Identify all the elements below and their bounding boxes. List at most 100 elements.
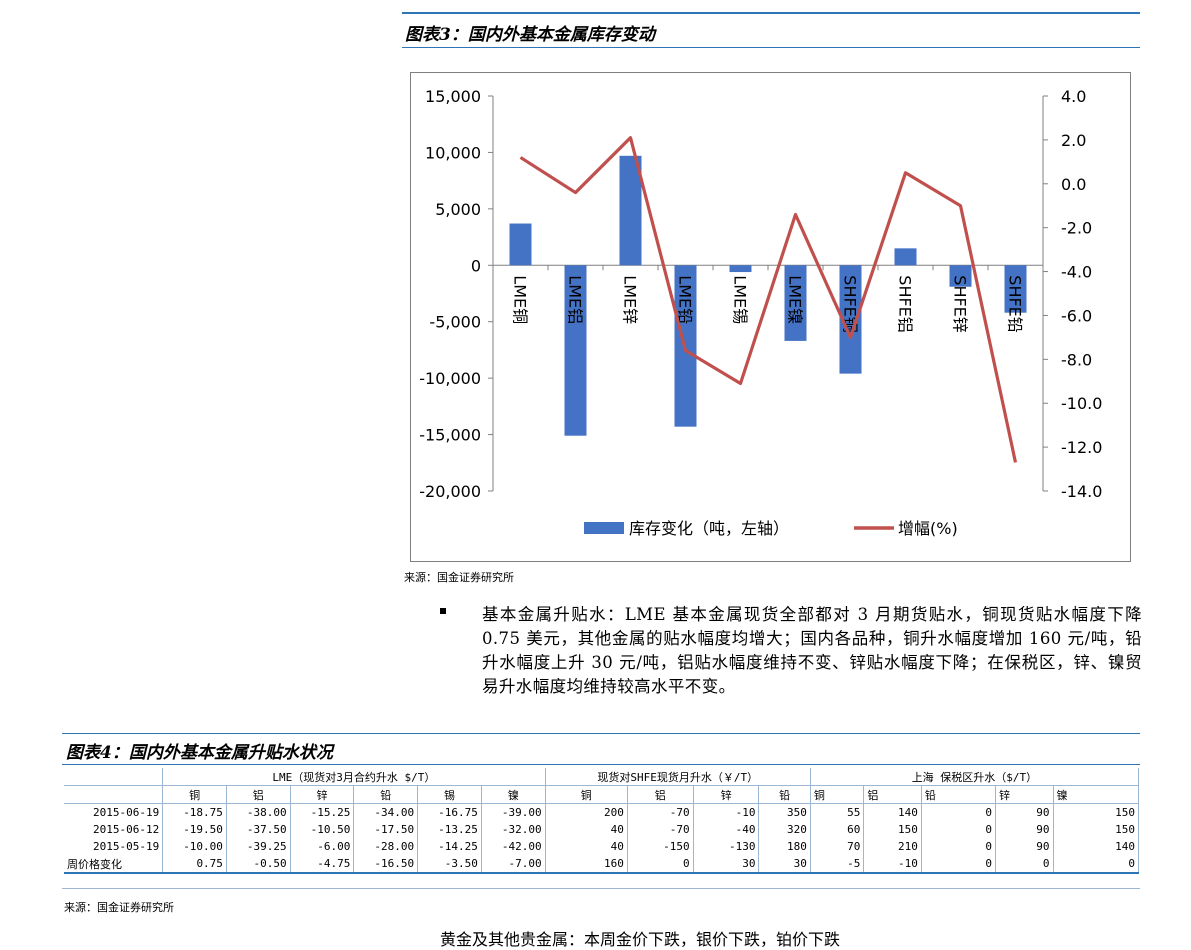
table-metal-header: 镍	[481, 785, 546, 804]
table-cell: -10.50	[290, 821, 355, 838]
table-cell: -34.00	[353, 803, 419, 821]
figure4-title: 图表4：国内外基本金属升贴水状况	[66, 743, 333, 763]
table-cell: -14.25	[417, 838, 482, 855]
table-cell: -13.25	[417, 821, 482, 838]
bullet-icon	[440, 608, 446, 614]
table-corner-cell	[64, 768, 164, 786]
table-cell: -70	[627, 821, 694, 838]
table-metal-header-row: 铜铝锌铅锡镍铜铝锌铅铜铝铅锌镍	[64, 785, 1140, 804]
table-corner-cell	[64, 785, 164, 804]
right-tick-label: -8.0	[1061, 350, 1092, 369]
category-label: LME铜	[511, 275, 530, 324]
table-cell: 160	[545, 855, 628, 874]
table-cell: -5	[810, 855, 865, 874]
table-metal-header: 铜	[545, 785, 628, 804]
table-cell: -19.50	[162, 821, 227, 838]
inventory-bar	[894, 248, 917, 266]
table-cell: 200	[545, 803, 628, 821]
table-cell: 0	[921, 821, 996, 838]
table-cell: 140	[863, 803, 922, 821]
table-cell: 55	[810, 803, 865, 821]
table-cell: -42.00	[481, 838, 546, 855]
table-cell: 0	[921, 838, 996, 855]
table-cell: -32.00	[481, 821, 546, 838]
table-cell: -18.75	[162, 803, 227, 821]
figure3-title: 图表3：国内外基本金属库存变动	[405, 25, 655, 45]
table-cell: -150	[627, 838, 694, 855]
category-label: LME锌	[621, 275, 640, 324]
left-tick-label: 5,000	[435, 200, 481, 219]
table-cell: 140	[1053, 838, 1140, 855]
table-cell: 90	[995, 838, 1054, 855]
left-tick-label: -15,000	[419, 426, 481, 445]
table-cell: -6.00	[290, 838, 355, 855]
table-cell: 0	[995, 855, 1054, 874]
table-row: 2015-06-19 -18.75 -38.00 -15.25 -34.00 -16.75…	[64, 803, 1140, 821]
table-cell: -70	[627, 803, 694, 821]
category-label: LME铅	[676, 275, 695, 324]
left-tick-label: -10,000	[419, 369, 481, 388]
premium-table: LME（现货对3月合约升水 $/T） 现货对SHFE现货月升水（￥/T） 上海 保税…	[64, 768, 1140, 874]
category-label: SHFE铜	[841, 275, 860, 333]
table-metal-header: 锌	[693, 785, 760, 804]
category-label: SHFE铅	[1006, 275, 1025, 333]
right-tick-label: -2.0	[1061, 219, 1092, 238]
table-cell: 40	[545, 838, 628, 855]
table-row: 2015-05-19 -10.00 -39.25 -6.00 -28.00 -14.25-…	[64, 838, 1140, 855]
table-metal-header: 铜	[810, 785, 865, 804]
table-bottom-rule	[62, 888, 1140, 889]
left-tick-label: -20,000	[419, 482, 481, 501]
growth-line	[519, 136, 1018, 463]
table-cell: -130	[693, 838, 760, 855]
table-cell: 180	[758, 838, 811, 855]
table-group-header: 上海 保税区升水（$/T）	[810, 768, 1140, 786]
table-cell: 0	[921, 855, 996, 874]
table-cell: 70	[810, 838, 865, 855]
table-group-header: LME（现货对3月合约升水 $/T）	[162, 768, 546, 786]
table-metal-header: 铅	[758, 785, 811, 804]
category-label: LME镍	[786, 275, 805, 324]
table-metal-header: 铝	[863, 785, 922, 804]
table-cell: 320	[758, 821, 811, 838]
table-metal-header: 铝	[627, 785, 694, 804]
table-cell: -0.50	[226, 855, 291, 874]
table-group-header-row: LME（现货对3月合约升水 $/T） 现货对SHFE现货月升水（￥/T） 上海 保税…	[64, 768, 1140, 786]
table-cell: -37.50	[226, 821, 291, 838]
inventory-bar	[1004, 265, 1027, 313]
table-metal-header: 铜	[162, 785, 227, 804]
table-cell: -10	[863, 855, 922, 874]
right-tick-label: -14.0	[1061, 482, 1102, 501]
left-tick-label: 10,000	[425, 143, 481, 162]
figure3-source: 来源：国金证券研究所	[404, 571, 514, 584]
left-tick-label: -5,000	[429, 313, 481, 332]
table-cell: -10	[693, 803, 760, 821]
table-row-label: 2015-06-19	[64, 803, 164, 821]
table-cell: 0	[921, 803, 996, 821]
table-cell: -39.25	[226, 838, 291, 855]
category-label: SHFE铝	[896, 275, 915, 333]
inventory-bar	[619, 155, 642, 266]
right-tick-label: -12.0	[1061, 438, 1102, 457]
table-cell: 0	[627, 855, 694, 874]
table-row-label: 2015-05-19	[64, 838, 164, 855]
table-cell: -39.00	[481, 803, 546, 821]
category-label: LME铝	[566, 275, 585, 324]
table-cell: -38.00	[226, 803, 291, 821]
right-tick-label: -4.0	[1061, 263, 1092, 282]
table-cell: -16.50	[353, 855, 419, 874]
table-cell: -3.50	[417, 855, 482, 874]
table-cell: 90	[995, 803, 1054, 821]
table-metal-header: 锌	[995, 785, 1054, 804]
table-cell: 30	[758, 855, 811, 874]
category-label: LME锡	[731, 275, 750, 324]
inventory-bar	[509, 223, 532, 266]
figure3-title-bar	[402, 12, 1140, 48]
premium-summary-text: 基本金属升贴水：LME 基本金属现货全部都对 3 月期货贴水，铜现货贴水幅度下降…	[482, 605, 1142, 696]
table-cell: 40	[545, 821, 628, 838]
table-row: 2015-06-12 -19.50 -37.50 -10.50 -17.50 -13.25…	[64, 821, 1140, 838]
table-cell: -28.00	[353, 838, 419, 855]
table-cell: -16.75	[417, 803, 482, 821]
table-metal-header: 铅	[921, 785, 996, 804]
table-cell: -15.25	[290, 803, 355, 821]
table-cell: -4.75	[290, 855, 355, 874]
